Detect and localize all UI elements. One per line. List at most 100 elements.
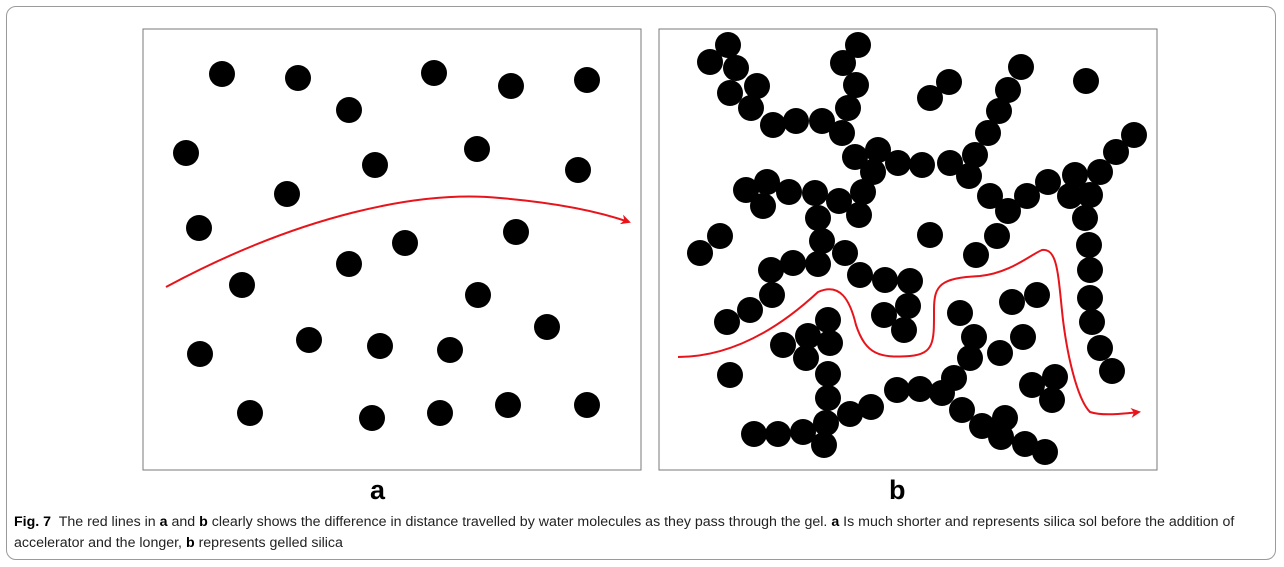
panel-b-particle — [1010, 324, 1036, 350]
panel-b-particle — [815, 361, 841, 387]
panel-b-particle — [995, 77, 1021, 103]
caption-text-4: Is much shorter and represents silica so… — [14, 514, 1235, 551]
panel-b-particle — [783, 108, 809, 134]
panel-b-particle — [1057, 183, 1083, 209]
panel-a-particle — [498, 73, 524, 99]
panel-a-particle — [367, 333, 393, 359]
caption-text-2: and — [167, 514, 200, 530]
panel-b-particle — [697, 49, 723, 75]
panel-b-particle — [815, 307, 841, 333]
panel-b-particle — [1077, 285, 1103, 311]
panel-a-particle — [285, 65, 311, 91]
panel-a-particle — [427, 400, 453, 426]
panel-a-particle — [209, 61, 235, 87]
panel-b-particle — [811, 432, 837, 458]
panel-a-particle — [229, 272, 255, 298]
panel-b-particle — [884, 377, 910, 403]
caption-fig-label: Fig. 7 — [14, 514, 52, 530]
panel-b-particle — [961, 324, 987, 350]
panel-b-particle — [858, 394, 884, 420]
panel-a-particle — [574, 67, 600, 93]
panel-b-particle — [714, 309, 740, 335]
panel-b-particle — [897, 268, 923, 294]
panel-b-particle — [1072, 205, 1098, 231]
panel-a-particle — [173, 140, 199, 166]
panel-b-particle — [1008, 54, 1034, 80]
caption-ref-b-1: b — [199, 514, 208, 530]
panel-b-particle — [885, 150, 911, 176]
panel-b-particle — [865, 137, 891, 163]
panel-b-particle — [741, 421, 767, 447]
panel-b-particle — [717, 80, 743, 106]
panel-a-particle — [503, 219, 529, 245]
panel-b-particle — [809, 228, 835, 254]
panel-b-particle — [829, 120, 855, 146]
panel-b-particle — [1079, 309, 1105, 335]
panel-a-particle — [534, 314, 560, 340]
panel-a-particle — [437, 337, 463, 363]
panel-b-particle — [760, 112, 786, 138]
panel-b-particle — [850, 179, 876, 205]
panel-b-particle — [805, 205, 831, 231]
panel-b-particle — [987, 340, 1013, 366]
figure-caption: Fig. 7 The red lines in a and b clearly … — [14, 512, 1274, 554]
caption-ref-a-2: a — [831, 514, 840, 530]
panel-b-particle — [1019, 372, 1045, 398]
panel-b-particle — [830, 50, 856, 76]
panel-b-particle — [999, 289, 1025, 315]
panel-a-particle — [421, 60, 447, 86]
panel-b-particle — [754, 169, 780, 195]
panel-b-particle — [909, 152, 935, 178]
panel-b-particle — [809, 108, 835, 134]
panel-b-particle — [984, 223, 1010, 249]
panel-b-particle — [895, 293, 921, 319]
panel-b-particle — [802, 180, 828, 206]
panel-b-particle — [765, 421, 791, 447]
caption-ref-b-2: b — [185, 535, 195, 551]
panel-b-particle — [723, 55, 749, 81]
panel-a-particle — [237, 400, 263, 426]
panel-b-particle — [845, 32, 871, 58]
panel-a-particles — [173, 60, 600, 431]
panel-b-particle — [891, 317, 917, 343]
panel-b-particle — [707, 223, 733, 249]
panel-b-particle — [793, 345, 819, 371]
panel-b-particle — [846, 202, 872, 228]
panel-b-particle — [1035, 169, 1061, 195]
panel-b-particle — [835, 95, 861, 121]
caption-text-1: The red lines in — [58, 514, 160, 530]
panel-b-particle — [733, 177, 759, 203]
panel-b-particle — [988, 424, 1014, 450]
panel-a-label: a — [370, 475, 386, 505]
panel-a-particle — [336, 97, 362, 123]
panel-b-particle — [1042, 364, 1068, 390]
panel-a-particle — [359, 405, 385, 431]
panel-b-particle — [842, 144, 868, 170]
panel-b-particle — [847, 262, 873, 288]
panel-b-particle — [1077, 257, 1103, 283]
panel-b-particle — [832, 240, 858, 266]
panel-b-particle — [1014, 183, 1040, 209]
panel-a-particle — [392, 230, 418, 256]
panel-a-particle — [362, 152, 388, 178]
panel-b-particle — [995, 198, 1021, 224]
panel-b-particle — [790, 419, 816, 445]
panel-b-particle — [826, 188, 852, 214]
panel-b-particle — [1099, 358, 1125, 384]
panel-b-particle — [1032, 439, 1058, 465]
panel-b-particle — [750, 193, 776, 219]
panel-b-particle — [1039, 387, 1065, 413]
panel-b-particle — [957, 345, 983, 371]
panel-b-particle — [1062, 162, 1088, 188]
panel-b-particle — [1087, 159, 1113, 185]
panel-a-particle — [186, 215, 212, 241]
panel-b-particle — [1073, 68, 1099, 94]
panel-a-particle — [465, 282, 491, 308]
panel-a-particle — [296, 327, 322, 353]
panel-b-particle — [1121, 122, 1147, 148]
panel-b-particle — [929, 380, 955, 406]
panel-b-particle — [917, 85, 943, 111]
panel-b-particle — [813, 410, 839, 436]
panel-b-particle — [715, 32, 741, 58]
